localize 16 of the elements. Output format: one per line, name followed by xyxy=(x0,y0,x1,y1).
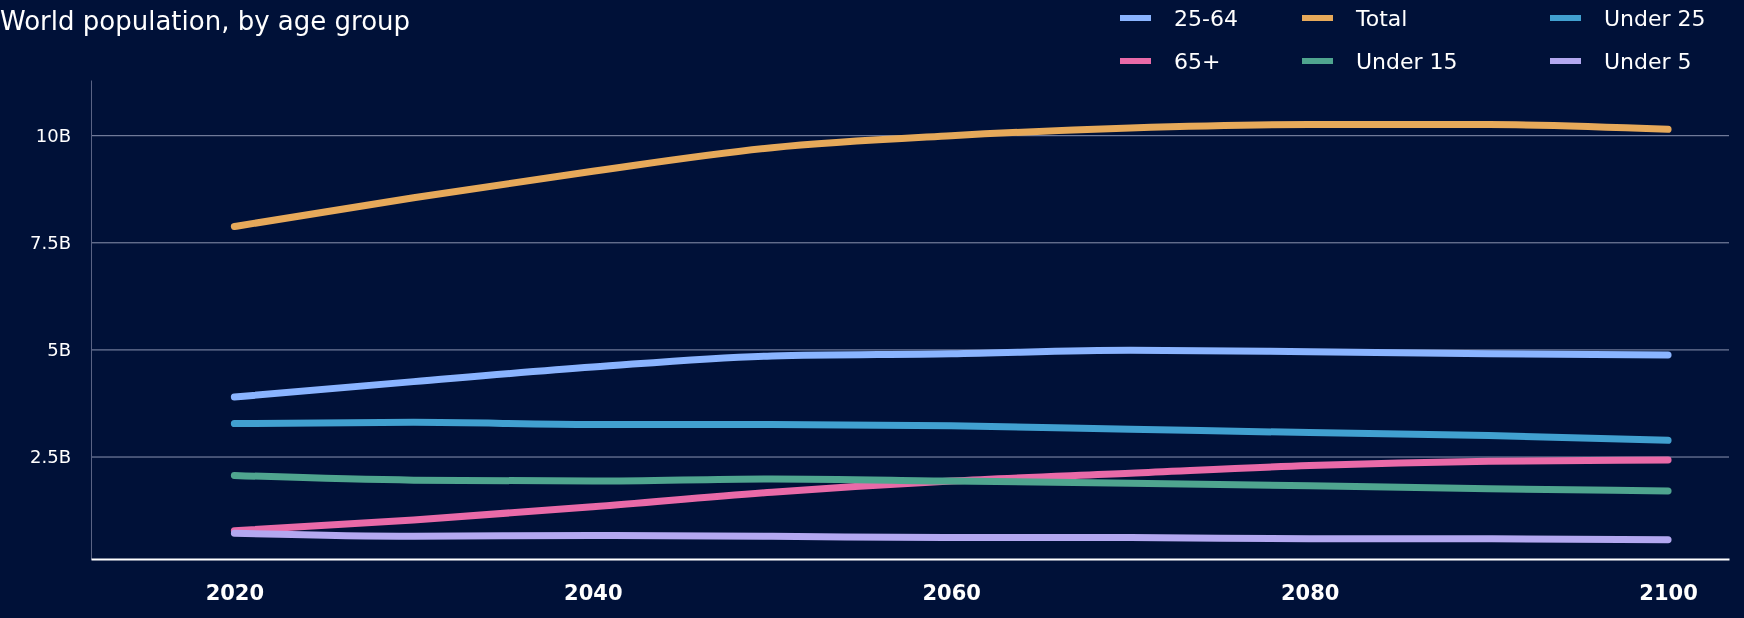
y-tick-label: 10B xyxy=(35,124,71,146)
legend-label: Under 25 xyxy=(1604,6,1706,31)
y-tick-label: 7.5B xyxy=(30,232,71,254)
x-tick-label: 2040 xyxy=(564,580,623,605)
x-tick-label: 2060 xyxy=(922,580,981,605)
legend-label: 25-64 xyxy=(1174,6,1238,31)
legend-label: Under 15 xyxy=(1356,49,1458,74)
y-tick-label: 2.5B xyxy=(30,446,71,468)
y-tick-label: 5B xyxy=(47,339,71,361)
legend-label: Under 5 xyxy=(1604,49,1692,74)
x-tick-label: 2100 xyxy=(1639,580,1698,605)
x-tick-label: 2020 xyxy=(205,580,265,605)
chart-title: World population, by age group xyxy=(0,6,411,36)
legend-label: 65+ xyxy=(1174,49,1221,74)
x-tick-label: 2080 xyxy=(1280,580,1340,605)
legend-label: Total xyxy=(1355,6,1408,31)
